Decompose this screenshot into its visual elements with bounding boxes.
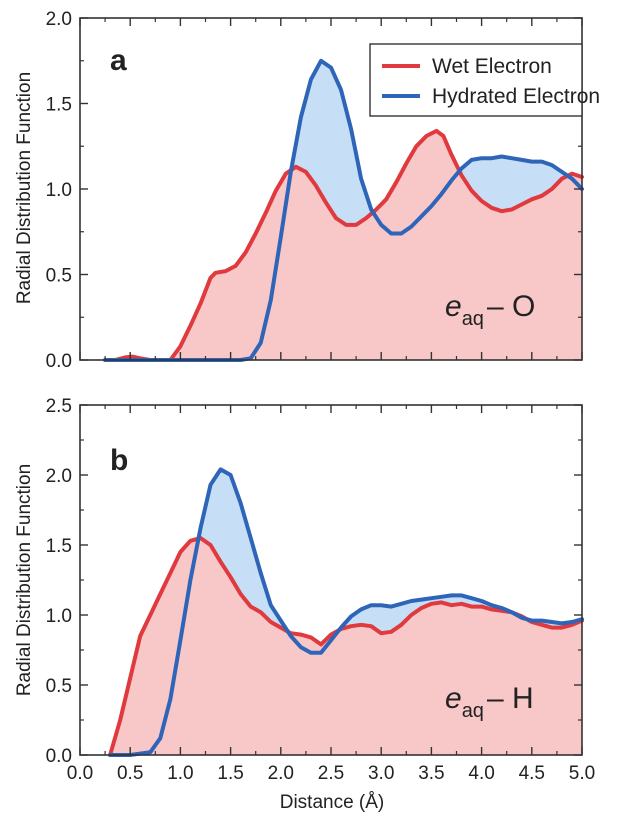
x-tick-label: 4.0	[468, 763, 494, 784]
legend-label-hydrated: Hydrated Electron	[432, 85, 600, 108]
annotation-eaq-h: eaq – H	[445, 682, 534, 722]
y-tick-label: 0.0	[46, 746, 72, 767]
area-wet-electron	[105, 130, 582, 360]
x-tick-label: 2.5	[318, 763, 344, 784]
legend: Wet Electron Hydrated Electron	[369, 43, 600, 117]
legend-label-wet: Wet Electron	[432, 55, 552, 78]
y-tick-label: 1.0	[46, 606, 72, 627]
line-hydrated-electron	[108, 467, 584, 757]
y-tick-label: 2.0	[46, 9, 72, 30]
x-tick-label: 0.0	[67, 763, 93, 784]
panel-b: 0.0 0.5 1.0 1.5 2.0 2.5 0.0 0.5 1.0 1.5 2.0 2.5 3.0 3…	[14, 396, 595, 784]
y-tick-label: 0.5	[46, 266, 72, 287]
x-tick-label: 4.5	[519, 763, 545, 784]
x-tick-label: 3.5	[418, 763, 444, 784]
line-wet-electron	[103, 128, 584, 362]
y-tick-label: 0.5	[46, 676, 72, 697]
y-axis-label-a: Radial Distribution Function	[14, 72, 35, 304]
x-tick-label: 5.0	[569, 763, 595, 784]
y-tick-label: 0.0	[46, 351, 72, 372]
y-tick-label: 2.0	[46, 466, 72, 487]
panel-label-b: b	[110, 444, 128, 477]
x-tick-label: 1.5	[217, 763, 243, 784]
y-axis-label-b: Radial Distribution Function	[14, 464, 35, 696]
panel-label-a: a	[110, 44, 127, 77]
y-tick-label: 1.5	[46, 95, 72, 116]
x-axis-label: Distance (Å)	[280, 792, 385, 813]
panel-a: 0.0 0.5 1.0 1.5 2.0 a Radial Distribution Fu…	[14, 9, 600, 372]
line-wet-electron	[108, 536, 584, 757]
y-tick-label: 1.0	[46, 180, 72, 201]
x-tick-label: 2.0	[268, 763, 294, 784]
line-hydrated-electron	[103, 58, 584, 362]
annotation-eaq-o: eaq – O	[445, 290, 535, 330]
y-tick-label: 1.5	[46, 536, 72, 557]
x-tick-label: 1.0	[167, 763, 193, 784]
area-wet-electron	[110, 538, 582, 755]
x-tick-label: 0.5	[117, 763, 143, 784]
x-tick-label: 3.0	[368, 763, 394, 784]
y-tick-label: 2.5	[46, 396, 72, 417]
